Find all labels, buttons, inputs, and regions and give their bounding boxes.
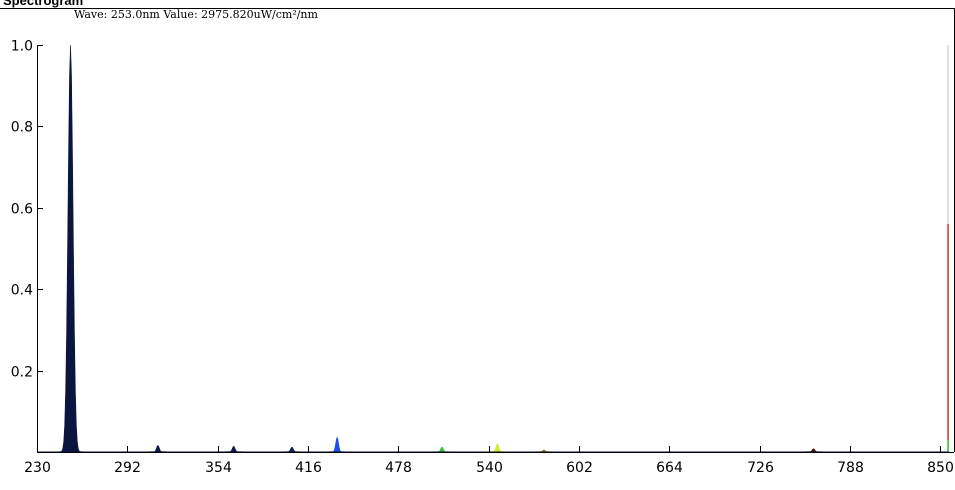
x-tick-label: 788 xyxy=(837,460,864,476)
y-tick-label: 0.2 xyxy=(11,365,33,381)
y-tick-label: 0.6 xyxy=(11,202,33,218)
spectrum-peak-436 xyxy=(328,436,346,453)
x-tick-label: 850 xyxy=(927,460,954,476)
spectrum-peak-546 xyxy=(488,443,507,453)
x-axis: 230 292 354 416 478 540 602 664 726 788 850 xyxy=(24,446,954,476)
spectrum-peak-365 xyxy=(224,445,243,453)
x-tick-label: 602 xyxy=(566,460,593,476)
x-tick-label: 230 xyxy=(24,460,51,476)
y-tick-label: 1.0 xyxy=(11,39,33,55)
cursor-readout: Wave: 253.0nm Value: 2975.820uW/cm²/nm xyxy=(74,8,318,21)
x-tick-label: 292 xyxy=(114,460,141,476)
spectrum-peak-253 xyxy=(58,44,83,453)
x-tick-label: 478 xyxy=(385,460,412,476)
x-tick-label: 416 xyxy=(295,460,322,476)
chart-title: Spectrogram xyxy=(3,0,84,8)
x-tick-label: 664 xyxy=(656,460,683,476)
y-axis: 0.2 0.4 0.6 0.8 1.0 xyxy=(11,39,43,452)
y-tick-label: 0.4 xyxy=(11,283,33,299)
x-tick-label: 726 xyxy=(747,460,774,476)
plot-area xyxy=(37,44,949,453)
y-tick-label: 0.8 xyxy=(11,120,33,136)
spectrum-peak-313 xyxy=(149,445,167,453)
x-tick-label: 354 xyxy=(205,460,232,476)
x-tick-label: 540 xyxy=(476,460,503,476)
